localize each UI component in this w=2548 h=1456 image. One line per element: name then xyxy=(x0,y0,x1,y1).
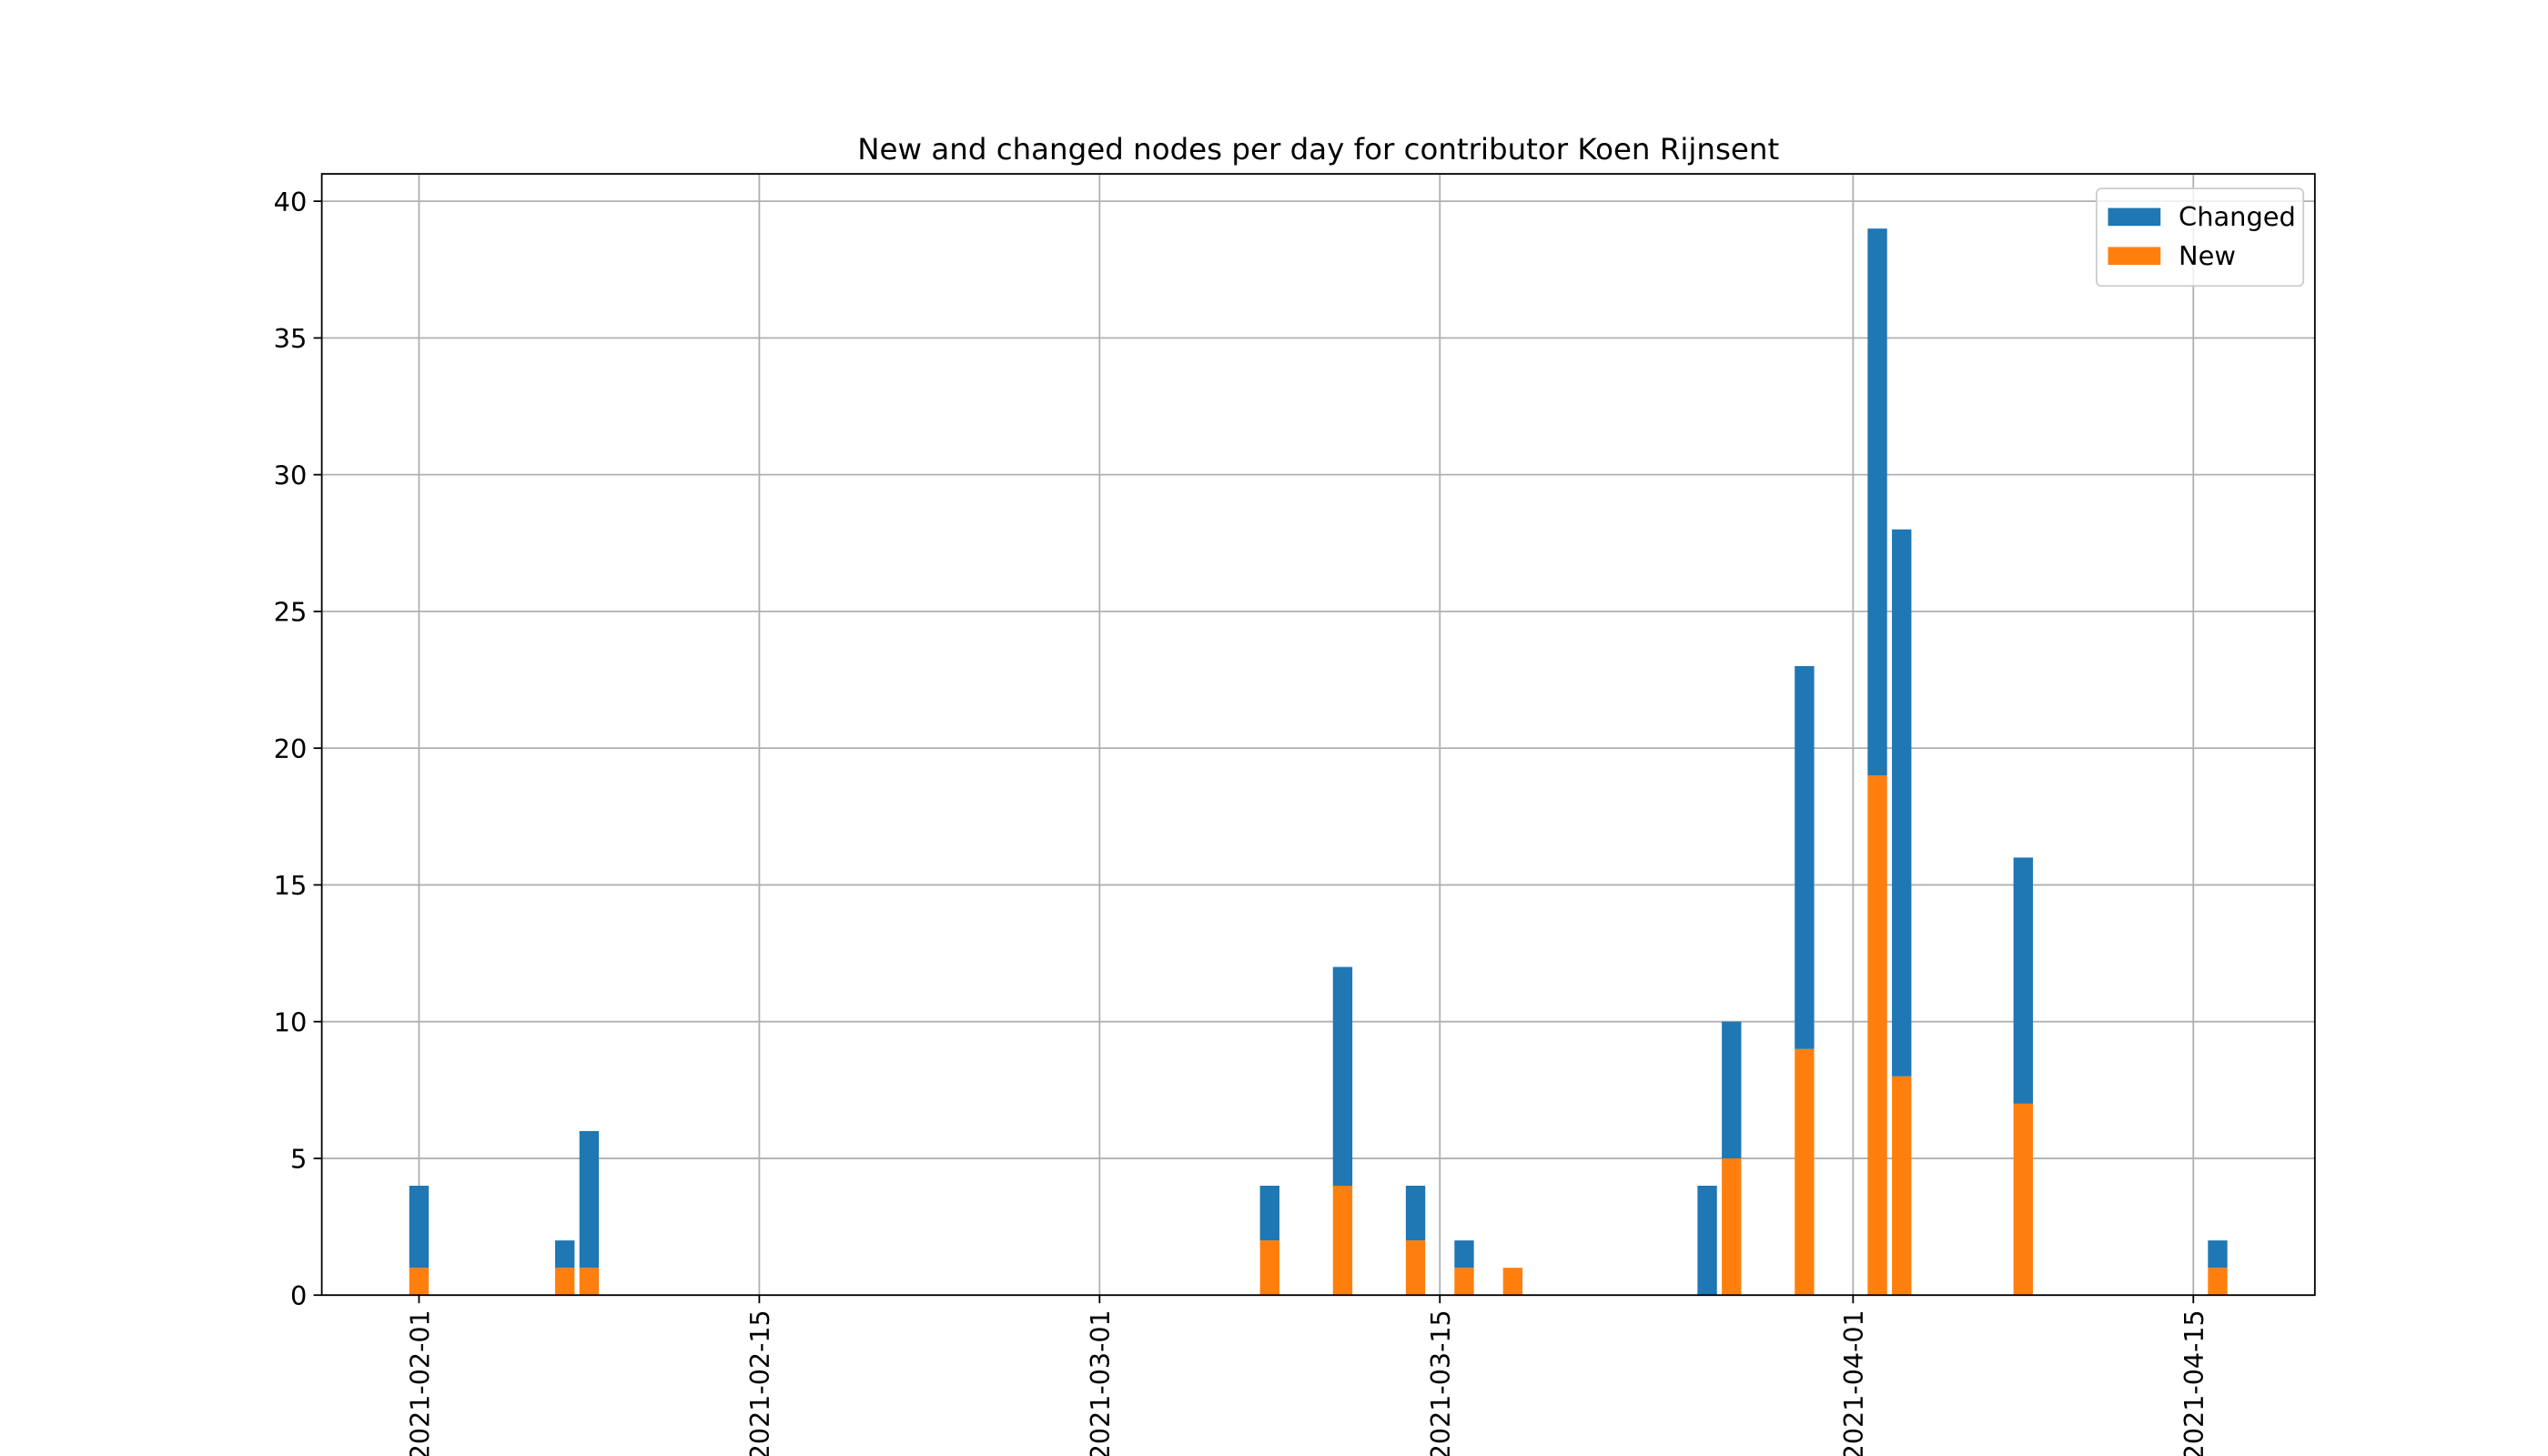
bar xyxy=(1454,1268,1474,1296)
bar xyxy=(1795,1048,1815,1296)
bar xyxy=(1892,529,1912,1077)
y-tick-label: 35 xyxy=(274,323,308,354)
bar xyxy=(1892,1076,1912,1296)
bar xyxy=(579,1268,600,1296)
bar xyxy=(555,1240,575,1269)
y-tick-label: 10 xyxy=(274,1007,308,1038)
bar xyxy=(1722,1021,1742,1158)
bar xyxy=(1867,775,1887,1296)
bar xyxy=(1454,1240,1474,1269)
legend-label: Changed xyxy=(2179,201,2296,232)
bar xyxy=(1795,666,1815,1049)
bar xyxy=(1502,1268,1523,1296)
bar xyxy=(555,1268,575,1296)
bar xyxy=(1259,1186,1279,1241)
chart-title: New and changed nodes per day for contri… xyxy=(857,132,1779,167)
bar xyxy=(409,1268,430,1296)
x-tick-label: 2021-03-15 xyxy=(1425,1309,1456,1456)
bar xyxy=(2013,1103,2033,1296)
x-tick-label: 2021-02-15 xyxy=(744,1309,775,1456)
bar xyxy=(2208,1268,2228,1296)
bar xyxy=(1405,1186,1426,1241)
y-tick-label: 5 xyxy=(290,1144,307,1175)
y-tick-label: 0 xyxy=(290,1280,307,1311)
legend-swatch xyxy=(2108,247,2161,266)
legend-swatch xyxy=(2108,207,2161,227)
y-tick-label: 20 xyxy=(274,733,308,764)
bar xyxy=(1697,1186,1717,1296)
plot-frame xyxy=(320,173,2316,1297)
bar xyxy=(1332,1186,1353,1296)
bar xyxy=(409,1186,430,1269)
y-tick-label: 30 xyxy=(274,460,308,490)
y-tick-label: 40 xyxy=(274,187,308,217)
bar xyxy=(2208,1240,2228,1269)
bar xyxy=(2013,857,2033,1104)
y-tick-label: 25 xyxy=(274,597,308,628)
bar xyxy=(1722,1158,1742,1296)
y-tick-label: 15 xyxy=(274,870,308,901)
legend-label: New xyxy=(2179,240,2236,271)
bar xyxy=(1405,1240,1426,1296)
x-tick-label: 2021-04-01 xyxy=(1838,1309,1869,1456)
bar xyxy=(579,1130,600,1269)
bar xyxy=(1259,1240,1279,1296)
bar xyxy=(1867,228,1887,776)
x-tick-label: 2021-02-01 xyxy=(404,1309,435,1456)
x-tick-label: 2021-03-01 xyxy=(1085,1309,1116,1456)
bar xyxy=(1332,966,1353,1187)
x-tick-label: 2021-04-15 xyxy=(2179,1309,2209,1456)
